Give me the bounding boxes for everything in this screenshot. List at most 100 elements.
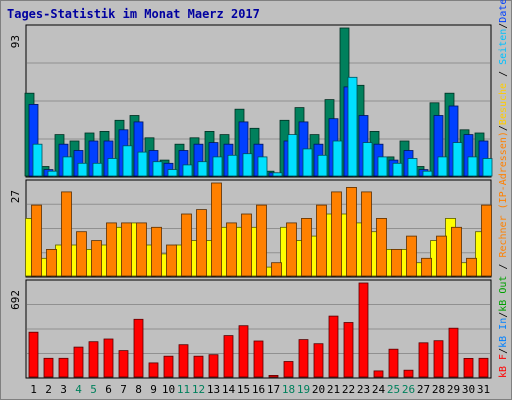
legend-item: kB In: [498, 318, 509, 348]
bar: [197, 161, 208, 177]
x-tick-label: 19: [297, 383, 310, 396]
x-tick-label: 22: [342, 383, 355, 396]
bar: [376, 217, 387, 277]
bar: [106, 222, 117, 277]
bar: [196, 209, 207, 277]
bar: [302, 148, 313, 177]
bar: [286, 222, 297, 277]
bar: [103, 338, 114, 378]
bar: [287, 134, 298, 177]
bar: [317, 154, 328, 177]
x-tick-label: 21: [327, 383, 340, 396]
x-tick-label: 13: [207, 383, 220, 396]
bar: [343, 322, 354, 378]
bar: [226, 222, 237, 277]
legend-item: kB F: [498, 354, 509, 378]
bar: [76, 231, 87, 277]
bar: [328, 315, 339, 378]
legend-separator: /: [498, 125, 509, 131]
y-max-label: 93: [9, 35, 22, 48]
bar: [211, 182, 222, 277]
bar: [481, 204, 492, 277]
bar: [406, 235, 417, 277]
bar: [347, 76, 358, 177]
x-tick-label: 10: [162, 383, 175, 396]
bar: [223, 335, 234, 378]
legend-item: Seiten: [498, 29, 509, 65]
legend-separator: /: [498, 258, 509, 276]
bar: [227, 154, 238, 177]
panel-sites-hosts: 27: [9, 179, 492, 278]
bar: [118, 350, 129, 378]
bar: [257, 156, 268, 177]
bar: [238, 325, 249, 378]
bar: [407, 158, 418, 177]
x-tick-label: 24: [372, 383, 386, 396]
x-tick-label: 28: [432, 383, 445, 396]
x-tick-label: 9: [150, 383, 157, 396]
bar: [92, 162, 103, 177]
bar: [268, 374, 279, 378]
series-seiten: [32, 76, 493, 177]
x-tick-label: 18: [282, 383, 295, 396]
bar: [331, 191, 342, 277]
bar: [463, 357, 474, 378]
bar: [148, 362, 159, 378]
panel-traffic: 692: [9, 279, 492, 379]
x-tick-label: 2: [45, 383, 52, 396]
bar: [392, 162, 403, 177]
x-tick-label: 29: [447, 383, 460, 396]
y-max-label: 692: [9, 290, 22, 310]
bar: [437, 156, 448, 177]
series-rechner-ip-adressen-: [31, 182, 492, 277]
bar: [361, 191, 372, 277]
chart-title: Tages-Statistik im Monat Maerz 2017: [7, 7, 260, 21]
x-axis-labels: 1 2 3 4 5 6 7 8 9 10 11 12 13 14 15 16 17 18 19 20 21 22 23 24 2…: [30, 383, 490, 396]
x-tick-label: 25: [387, 383, 400, 396]
bar: [452, 142, 463, 177]
bar: [253, 340, 264, 378]
bar: [466, 257, 477, 277]
bar: [358, 282, 369, 378]
bar: [467, 156, 478, 177]
bar: [421, 257, 432, 277]
bar: [316, 204, 327, 277]
bar: [166, 244, 177, 277]
bar: [107, 158, 118, 177]
bar: [436, 235, 447, 277]
bar: [391, 248, 402, 277]
bar: [241, 213, 252, 277]
bar: [313, 343, 324, 378]
x-tick-label: 6: [105, 383, 112, 396]
bar: [182, 164, 193, 177]
series-kb-f: [28, 282, 489, 378]
bar: [28, 331, 39, 378]
bar: [178, 344, 189, 378]
bar: [482, 158, 493, 177]
x-tick-label: 5: [90, 383, 97, 396]
bar: [137, 151, 148, 177]
x-tick-label: 1: [30, 383, 37, 396]
bar: [163, 355, 174, 378]
x-tick-label: 8: [135, 383, 142, 396]
legend-text: kB F/kB In/kB Out / Rechner (IP-Adressen…: [498, 0, 509, 378]
legend-separator: /: [498, 348, 509, 354]
bar: [418, 342, 429, 378]
bar: [373, 370, 384, 378]
chart-legend: kB F/kB In/kB Out / Rechner (IP-Adressen…: [498, 0, 509, 378]
x-tick-label: 20: [312, 383, 325, 396]
bar: [77, 162, 88, 177]
x-tick-label: 17: [267, 383, 280, 396]
bar: [46, 248, 57, 277]
bar: [403, 369, 414, 378]
x-tick-label: 27: [417, 383, 430, 396]
x-tick-label: 4: [75, 383, 82, 396]
bar: [388, 348, 399, 378]
bar: [272, 172, 283, 177]
bar: [193, 355, 204, 378]
bar: [208, 354, 219, 378]
legend-item: kB Out: [498, 276, 509, 312]
bar: [377, 156, 388, 177]
